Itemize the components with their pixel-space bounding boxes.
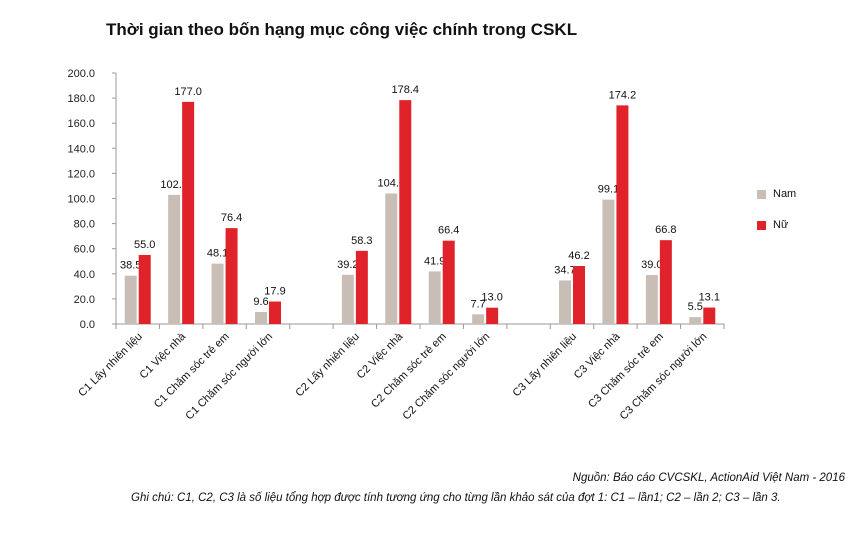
y-tick-label: 120.0	[67, 168, 95, 180]
data-label-nam: 39.0	[641, 259, 662, 271]
category-label: C2 Chăm sóc trẻ em	[369, 331, 449, 411]
data-label-nu: 13.1	[699, 292, 720, 304]
category-label: C1 Chăm sóc trẻ em	[152, 331, 232, 411]
bar-nu	[703, 307, 716, 324]
bar-nu	[225, 228, 238, 324]
data-label-nu: 46.2	[568, 250, 589, 262]
bar-nu	[182, 101, 195, 325]
data-label-nu: 58.3	[351, 235, 372, 247]
bar-nam	[385, 193, 398, 324]
bar-nu	[573, 266, 585, 324]
legend-swatch-nu	[757, 220, 766, 230]
y-tick-label: 20.0	[74, 294, 95, 306]
bar-nam	[559, 280, 571, 324]
data-label-nu: 66.4	[438, 225, 459, 237]
data-label-nam: 5.5	[688, 301, 703, 313]
legend-swatch-nam	[757, 189, 766, 199]
legend-label-nam: Nam	[773, 188, 797, 200]
bar-nam	[689, 317, 702, 324]
category-label: C3 Chăm sóc người lớn	[618, 331, 710, 423]
source-text: Nguồn: Báo cáo CVCSKL, ActionAid Việt Na…	[572, 472, 845, 484]
data-label-nam: 9.6	[253, 296, 268, 308]
legend-item-nam: Nam	[757, 186, 796, 202]
y-tick-label: 140.0	[67, 143, 95, 155]
bar-nu	[616, 105, 629, 324]
data-label-nam: 99.1	[598, 184, 619, 196]
data-label-nam: 41.9	[424, 255, 445, 267]
y-tick-label: 40.0	[74, 269, 95, 281]
y-tick-label: 0.0	[80, 319, 95, 331]
legend: Nam Nữ	[757, 186, 796, 248]
bar-nam	[211, 263, 224, 324]
data-label-nu: 76.4	[221, 212, 242, 224]
legend-label-nu: Nữ	[773, 219, 789, 231]
y-tick-label: 100.0	[67, 194, 95, 206]
data-label-nam: 34.7	[554, 264, 575, 276]
data-label-nam: 48.1	[207, 248, 228, 260]
bar-nu	[659, 240, 672, 324]
bar-nam	[341, 274, 354, 324]
category-label: C2 Lấy nhiên liệu	[293, 331, 362, 400]
data-label-nu: 13.0	[481, 292, 502, 304]
note-text: Ghi chú: C1, C2, C3 là số liệu tổng hợp …	[131, 492, 781, 504]
category-label: C1 Chăm sóc người lớn	[183, 331, 275, 423]
bar-nu	[269, 301, 281, 324]
category-label: C3 Lấy nhiên liệu	[511, 331, 580, 400]
data-label-nam: 7.7	[470, 298, 485, 310]
bar-nu	[486, 307, 499, 324]
data-label-nu: 17.9	[264, 286, 285, 298]
bar-nu	[355, 250, 368, 324]
bar-nam	[168, 194, 181, 324]
y-tick-label: 180.0	[67, 93, 95, 105]
bar-nam	[255, 311, 267, 324]
data-label-nam: 39.2	[337, 259, 358, 271]
category-label: C3 Chăm sóc trẻ em	[586, 331, 666, 411]
bar-nam	[645, 275, 658, 324]
data-label-nu: 174.2	[609, 89, 637, 101]
bar-nam	[428, 271, 441, 324]
y-tick-label: 200.0	[67, 68, 95, 80]
data-label-nu: 55.0	[134, 239, 155, 251]
y-tick-label: 80.0	[74, 219, 95, 231]
bar-nu	[138, 254, 151, 324]
data-label-nam: 38.5	[120, 260, 141, 272]
y-tick-label: 160.0	[67, 118, 95, 130]
y-tick-label: 60.0	[74, 244, 95, 256]
bar-nu	[442, 240, 455, 324]
category-label: C2 Chăm sóc người lớn	[400, 331, 492, 423]
data-label-nam: 104.0	[378, 177, 406, 189]
bar-nu	[399, 100, 412, 324]
legend-item-nu: Nữ	[757, 217, 796, 233]
chart-title: Thời gian theo bốn hạng mục công việc ch…	[106, 20, 578, 39]
category-label: C1 Lấy nhiên liệu	[76, 331, 145, 400]
data-label-nu: 178.4	[392, 84, 420, 96]
bar-nam	[472, 314, 485, 324]
data-label-nam: 102.9	[160, 179, 188, 191]
bar-nam	[602, 199, 615, 324]
data-label-nu: 177.0	[174, 86, 202, 98]
data-label-nu: 66.8	[655, 224, 676, 236]
bar-nam	[124, 275, 137, 324]
